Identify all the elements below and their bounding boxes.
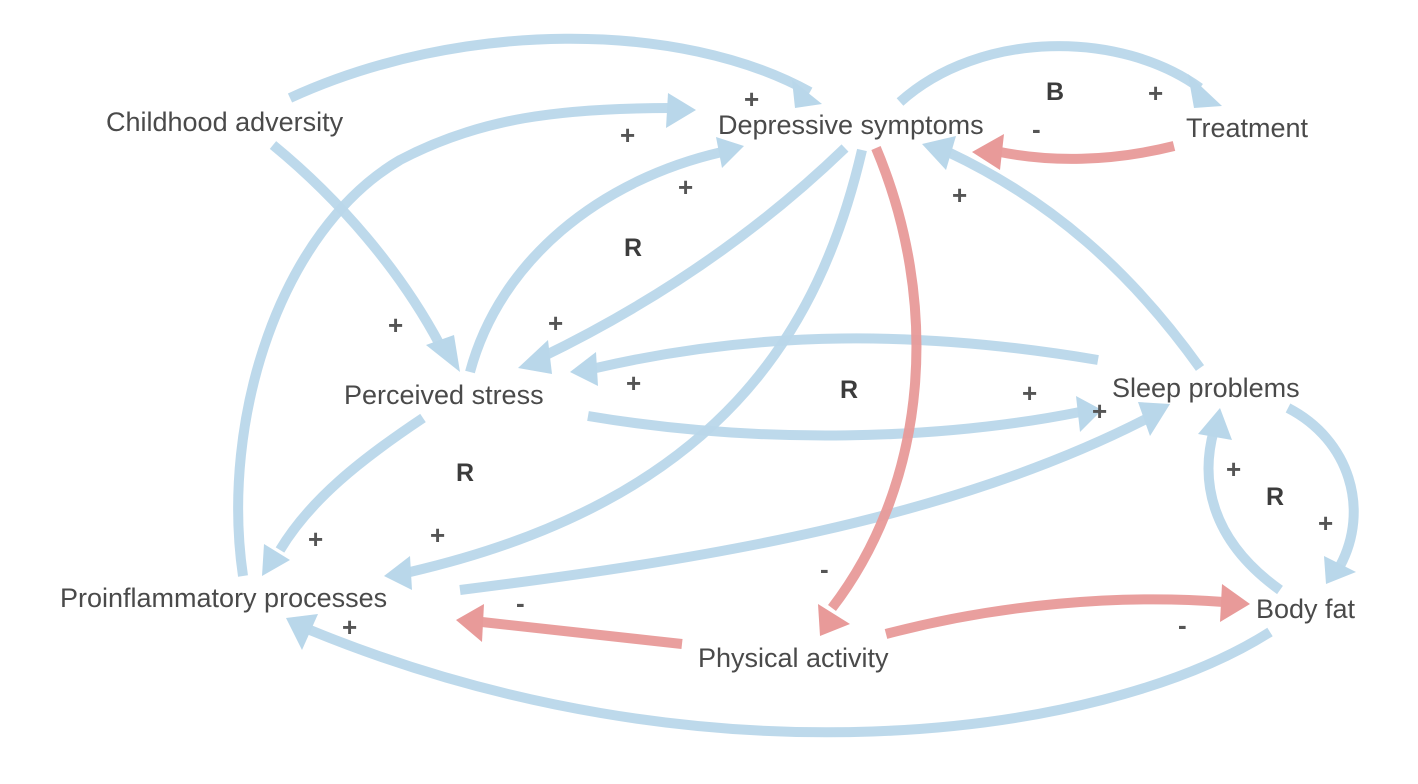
sign-childhood-stress: + bbox=[388, 310, 403, 340]
loop-label-reinforcing-stress-sleep: R bbox=[840, 376, 858, 404]
loop-label-reinforcing-inflammation: R bbox=[456, 459, 474, 487]
edge-treatment-to-depressive bbox=[972, 134, 1176, 170]
node-perceived-stress: Perceived stress bbox=[344, 380, 544, 410]
loop-label-reinforcing-sleep-bodyfat: R bbox=[1266, 483, 1284, 511]
edge-sleep-to-bodyfat bbox=[1285, 403, 1359, 584]
sign-sleep-bodyfat: + bbox=[1318, 508, 1333, 538]
sign-activity-inflammation: - bbox=[516, 588, 525, 618]
sign-bodyfat-sleep: + bbox=[1226, 454, 1241, 484]
edge-stress-to-inflammation bbox=[262, 413, 426, 576]
edge-depressive-to-treatment bbox=[896, 41, 1222, 108]
sign-childhood-depressive: + bbox=[744, 84, 759, 114]
edge-sleep-to-stress bbox=[570, 333, 1099, 386]
sign-depressive-treatment: + bbox=[1148, 78, 1163, 108]
edge-sleep-to-depressive bbox=[922, 136, 1205, 371]
sign-depressive-activity: - bbox=[820, 554, 829, 584]
node-childhood-adversity: Childhood adversity bbox=[106, 107, 344, 137]
edge-childhood-to-stress bbox=[269, 141, 460, 372]
sign-bodyfat-inflammation: + bbox=[342, 612, 357, 642]
edge-stress-to-depressive bbox=[465, 137, 744, 374]
edge-childhood-to-depressive bbox=[287, 33, 822, 108]
sign-depressive-inflammation: + bbox=[430, 520, 445, 550]
edge-depressive-to-stress bbox=[518, 144, 849, 374]
sign-stress-sleep: + bbox=[1022, 378, 1037, 408]
nodes: Childhood adversity Depressive symptoms … bbox=[60, 107, 1356, 673]
sign-treatment-depressive: - bbox=[1032, 114, 1041, 144]
sign-stress-depressive: + bbox=[678, 172, 693, 202]
sign-inflammation-sleep: + bbox=[1092, 396, 1107, 426]
edge-activity-to-inflammation bbox=[456, 604, 683, 649]
node-physical-activity: Physical activity bbox=[698, 643, 889, 673]
edge-inflammation-to-sleep bbox=[459, 402, 1170, 595]
edge-bodyfat-to-inflammation bbox=[286, 614, 1273, 738]
loop-label-reinforcing-stress-depressive: R bbox=[624, 234, 642, 262]
edge-bodyfat-to-sleep bbox=[1198, 408, 1283, 595]
sign-activity-bodyfat: - bbox=[1178, 610, 1187, 640]
sign-sleep-stress: + bbox=[626, 368, 641, 398]
sign-depressive-stress: + bbox=[548, 308, 563, 338]
edge-stress-to-sleep bbox=[587, 396, 1102, 441]
node-sleep-problems: Sleep problems bbox=[1112, 373, 1300, 403]
edge-inflammation-to-depressive bbox=[233, 93, 696, 577]
sign-stress-inflammation: + bbox=[308, 524, 323, 554]
node-depressive-symptoms: Depressive symptoms bbox=[718, 110, 984, 140]
node-body-fat: Body fat bbox=[1256, 594, 1356, 624]
loop-label-balancing-treatment: B bbox=[1046, 78, 1064, 106]
sign-sleep-depressive: + bbox=[952, 180, 967, 210]
loop-labels: B R R R R bbox=[456, 78, 1284, 511]
edge-depressive-to-inflammation bbox=[384, 148, 867, 590]
sign-inflammation-depressive: + bbox=[620, 120, 635, 150]
polarity-signs: + + + + + + + - - + + + + + - - + + + bbox=[308, 78, 1333, 642]
edges bbox=[233, 33, 1359, 738]
edge-activity-to-bodyfat bbox=[884, 584, 1250, 639]
node-treatment: Treatment bbox=[1186, 113, 1309, 143]
edge-depressive-to-activity bbox=[818, 146, 922, 636]
node-proinflammatory-processes: Proinflammatory processes bbox=[60, 583, 387, 613]
